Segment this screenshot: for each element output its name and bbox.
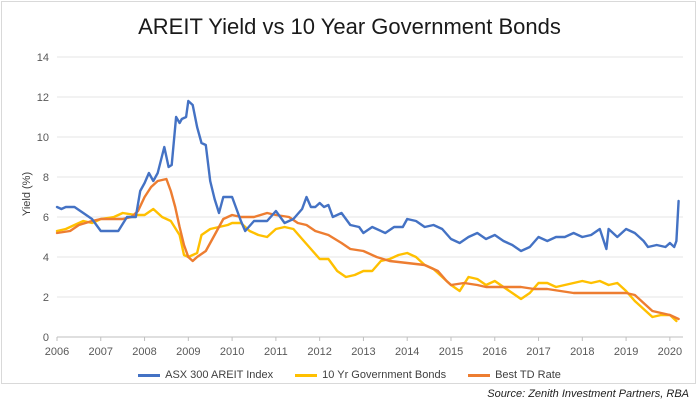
chart-title: AREIT Yield vs 10 Year Government Bonds [138, 14, 561, 39]
x-tick-label: 2013 [351, 346, 375, 358]
legend-label-bonds: 10 Yr Government Bonds [322, 369, 447, 381]
y-tick-label: 0 [43, 332, 49, 344]
x-tick-label: 2010 [220, 346, 244, 358]
x-tick-label: 2017 [526, 346, 550, 358]
y-axis-ticks: 0 2 4 6 8 10 12 14 [37, 52, 49, 344]
source-note: Source: Zenith Investment Partners, RBA [487, 388, 689, 400]
legend-label-td: Best TD Rate [495, 369, 561, 381]
y-tick-label: 14 [37, 52, 49, 64]
x-tick-label: 2008 [132, 346, 156, 358]
y-tick-label: 10 [37, 132, 49, 144]
legend-label-areit: ASX 300 AREIT Index [165, 369, 274, 381]
legend-swatch-td [468, 373, 491, 377]
x-tick-label: 2015 [439, 346, 463, 358]
legend-item-bonds: 10 Yr Government Bonds [295, 369, 446, 381]
series-line-asx-300-areit-index [55, 99, 680, 253]
x-tick-label: 2014 [395, 346, 419, 358]
x-tick-label: 2009 [176, 346, 200, 358]
x-tick-label: 2020 [658, 346, 682, 358]
x-tick-label: 2007 [89, 346, 113, 358]
x-tick-label: 2018 [570, 346, 594, 358]
gridlines [57, 56, 683, 338]
x-tick-label: 2011 [264, 346, 288, 358]
legend: ASX 300 AREIT Index 10 Yr Government Bon… [0, 369, 699, 381]
legend-swatch-bonds [295, 373, 318, 377]
x-axis-ticks: 2006 2007 2008 2009 2010 2011 2012 2013 2014 2015… [45, 337, 682, 358]
legend-item-areit: ASX 300 AREIT Index [138, 369, 273, 381]
series-line-best-td-rate [55, 177, 680, 321]
x-tick-label: 2006 [45, 346, 69, 358]
chart-frame [1, 1, 696, 384]
x-tick-label: 2019 [614, 346, 638, 358]
legend-item-td: Best TD Rate [468, 369, 561, 381]
y-tick-label: 8 [43, 172, 49, 184]
x-tick-label: 2016 [483, 346, 507, 358]
y-tick-label: 2 [43, 292, 49, 304]
y-tick-label: 12 [37, 92, 49, 104]
y-tick-label: 4 [43, 252, 49, 264]
x-tick-label: 2012 [307, 346, 331, 358]
y-tick-label: 6 [43, 212, 49, 224]
y-axis-label: Yield (%) [21, 172, 33, 216]
series-lines [55, 99, 680, 323]
legend-swatch-areit [138, 373, 161, 377]
series-line-10-yr-government-bonds [55, 207, 678, 323]
